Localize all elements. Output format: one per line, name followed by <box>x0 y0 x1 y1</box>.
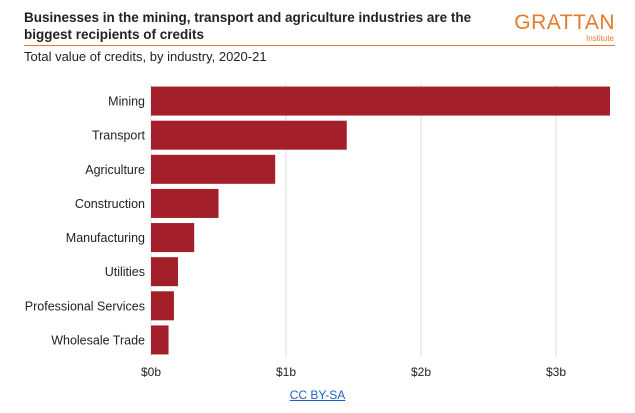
x-tick-label: $0b <box>141 365 161 379</box>
logo-wordmark: GRATTAN <box>514 11 615 34</box>
category-label: Manufacturing <box>66 231 145 245</box>
category-label: Construction <box>75 197 145 211</box>
category-label: Wholesale Trade <box>51 333 145 347</box>
category-label: Utilities <box>105 265 145 279</box>
category-label: Professional Services <box>25 299 145 313</box>
bar <box>151 188 219 218</box>
category-label: Agriculture <box>85 163 145 177</box>
category-labels: Mining Transport Agriculture Construction Ma… <box>25 95 146 348</box>
bar <box>151 120 347 150</box>
bar <box>151 257 178 287</box>
x-tick-label: $2b <box>411 365 431 379</box>
chart-title: Businesses in the mining, transport and … <box>24 10 472 42</box>
header-rule <box>24 45 615 46</box>
bar <box>151 154 276 184</box>
bar <box>151 223 195 253</box>
grattan-logo: GRATTAN Institute <box>514 11 615 44</box>
bar <box>151 86 610 116</box>
license-link[interactable]: CC BY-SA <box>289 388 346 402</box>
bar <box>151 291 174 321</box>
x-tick-labels: $0b $1b $2b $3b <box>141 365 566 379</box>
footer: CC BY-SA <box>0 388 635 402</box>
category-label: Transport <box>92 129 146 143</box>
bars <box>151 86 610 355</box>
x-tick-label: $3b <box>546 365 566 379</box>
x-tick-label: $1b <box>276 365 296 379</box>
bar <box>151 325 169 355</box>
logo-subtext: Institute <box>585 34 614 43</box>
category-label: Mining <box>108 95 145 109</box>
chart-subtitle: Total value of credits, by industry, 202… <box>24 49 267 64</box>
